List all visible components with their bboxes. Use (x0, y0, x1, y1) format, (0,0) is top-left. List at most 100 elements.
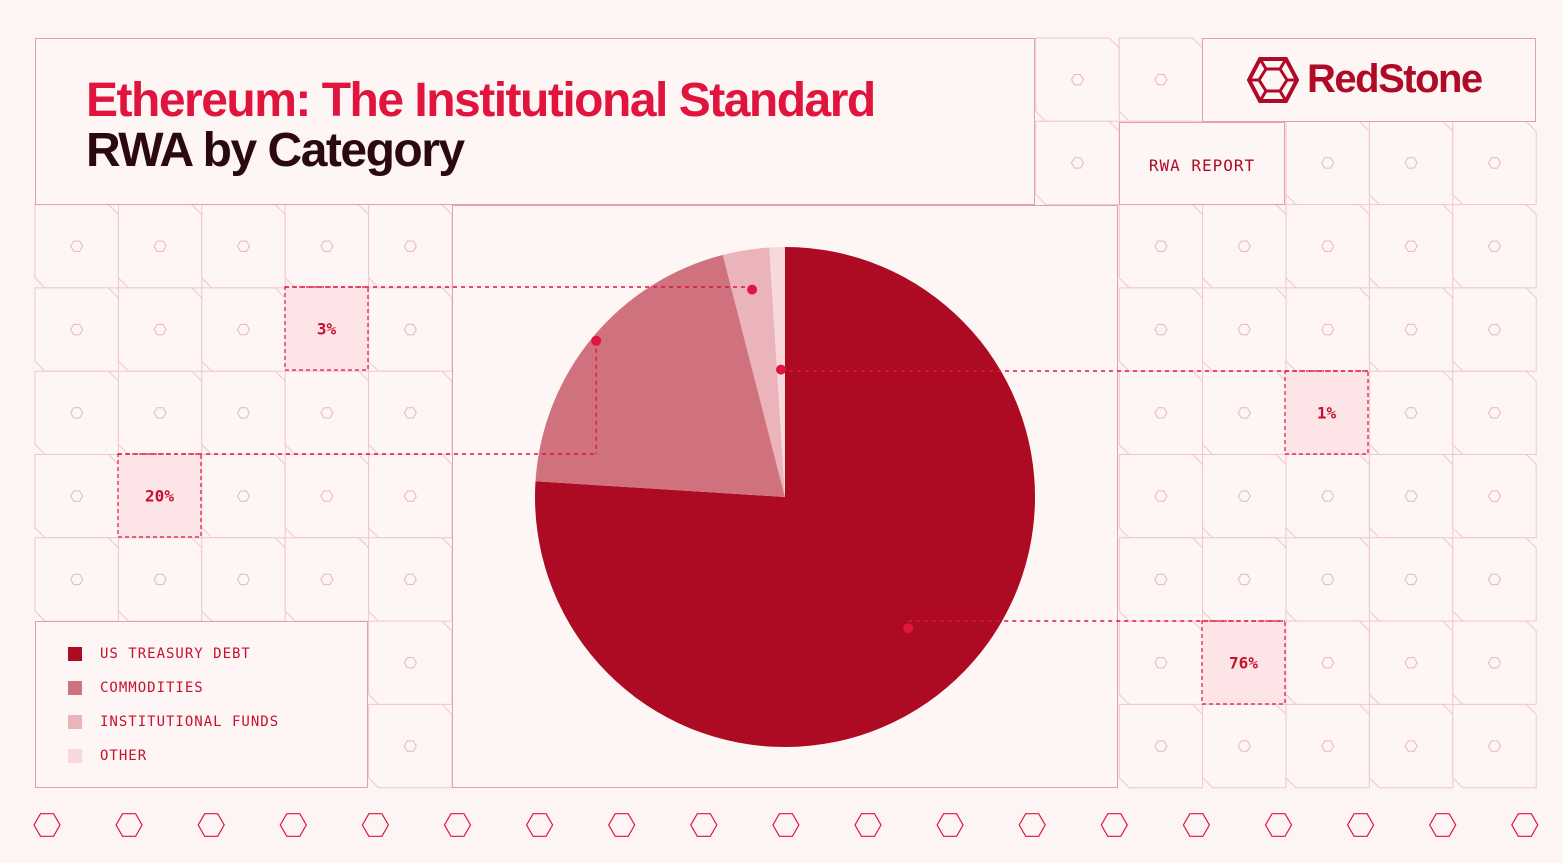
hexagon-icon (1154, 74, 1168, 86)
page-title: Ethereum: The Institutional Standard (86, 74, 876, 127)
hexagon-icon (1321, 573, 1335, 586)
grid-cell (1285, 703, 1370, 789)
hexagon-icon (1487, 157, 1502, 169)
hexagon-icon (320, 407, 334, 419)
hexagon-icon (936, 813, 964, 837)
hexagon-icon (153, 407, 167, 419)
pie-slice (535, 254, 785, 497)
grid-cell (1452, 454, 1537, 539)
data-label: 76% (1229, 654, 1258, 673)
hexagon-icon (236, 323, 251, 336)
hexagon-icon (1100, 813, 1128, 837)
hexagon-icon (1321, 240, 1335, 252)
percentage-label-box (1284, 370, 1369, 455)
percentage-label-box (117, 453, 202, 538)
hexagon-icon (1018, 813, 1046, 837)
redstone-hexagon-logo-icon (1247, 57, 1299, 103)
callout-dot (591, 335, 602, 346)
data-label: 1% (1317, 404, 1337, 423)
hexagon-icon (1070, 157, 1085, 169)
hexagon-icon (1070, 74, 1085, 86)
report-label-panel: RWA REPORT (1119, 122, 1285, 205)
grid-cell (1452, 370, 1537, 455)
hexagon-icon (320, 573, 334, 586)
hexagon-icon (1154, 240, 1168, 252)
hexagon-icon (1237, 407, 1251, 419)
hexagon-icon (236, 240, 251, 252)
hexagon-icon (1154, 407, 1168, 419)
percentage-label-box (1201, 620, 1286, 705)
grid-cell (1452, 703, 1537, 789)
hexagon-icon (690, 813, 718, 837)
legend-swatch (68, 681, 82, 695)
hexagon-icon (236, 407, 251, 419)
callout-dot (903, 623, 914, 634)
hexagon-icon (1487, 407, 1502, 419)
grid-cell (1452, 204, 1537, 289)
hexagon-icon (70, 407, 84, 419)
hexagon-icon (525, 813, 554, 837)
hexagon-icon (1237, 323, 1251, 336)
hexagon-icon (1321, 740, 1335, 752)
legend-label: COMMODITIES (100, 680, 204, 696)
hexagon-icon (1487, 490, 1502, 502)
hexagon-icon (279, 813, 307, 837)
hexagon-icon (1321, 323, 1335, 336)
hexagon-icon (1264, 813, 1293, 837)
hexagon-icon (1237, 573, 1251, 586)
hexagon-icon (1237, 490, 1251, 502)
hexagon-icon (70, 323, 84, 336)
grid-cell (1452, 620, 1537, 705)
hexagon-icon (1321, 157, 1335, 169)
data-label: 3% (317, 320, 337, 339)
chart-legend: US TREASURY DEBT COMMODITIES INSTITUTION… (35, 621, 368, 788)
hexagon-icon (115, 813, 143, 837)
legend-swatch (68, 715, 82, 729)
hexagon-icon (1404, 157, 1418, 169)
hexagon-icon (1404, 490, 1418, 502)
hexagon-icon (403, 740, 417, 752)
hexagon-icon (1154, 740, 1168, 752)
hexagon-icon (403, 240, 417, 252)
brand-panel: RedStone (1202, 38, 1536, 122)
hexagon-icon (1154, 490, 1168, 502)
hexagon-icon (1154, 657, 1168, 669)
grid-cell (1452, 287, 1537, 372)
legend-label: INSTITUTIONAL FUNDS (100, 714, 280, 730)
hexagon-icon (403, 657, 417, 669)
brand-name: RedStone (1307, 57, 1483, 101)
legend-label: US TREASURY DEBT (100, 646, 251, 662)
hexagon-icon (320, 240, 334, 252)
hexagon-icon (1182, 813, 1211, 837)
hexagon-icon (70, 490, 84, 502)
hexagon-icon (403, 323, 417, 336)
hexagon-icon (1429, 813, 1457, 837)
hexagon-icon (403, 573, 417, 586)
hexagon-icon (1154, 573, 1168, 586)
hexagon-icon (70, 240, 84, 252)
hexagon-icon (320, 490, 334, 502)
hexagon-icon (1237, 240, 1251, 252)
hexagon-icon (153, 240, 167, 252)
hexagon-icon (1487, 323, 1502, 336)
legend-swatch (68, 647, 82, 661)
hexagon-icon (403, 490, 417, 502)
hexagon-icon (236, 490, 251, 502)
hexagon-icon (608, 813, 636, 837)
hexagon-icon (772, 813, 800, 837)
callout-dot (747, 284, 758, 295)
hexagon-icon (153, 573, 167, 586)
hexagon-icon (361, 813, 390, 837)
grid-cell (1118, 703, 1204, 789)
hexagon-icon (1346, 813, 1375, 837)
hexagon-icon (1487, 740, 1502, 752)
hexagon-icon (1404, 407, 1418, 419)
hexagon-icon (153, 323, 167, 336)
data-label: 20% (145, 487, 174, 506)
hexagon-icon (1487, 657, 1502, 669)
report-label: RWA REPORT (1148, 156, 1256, 175)
pie-slice (722, 247, 785, 497)
grid-cell (1368, 703, 1454, 789)
